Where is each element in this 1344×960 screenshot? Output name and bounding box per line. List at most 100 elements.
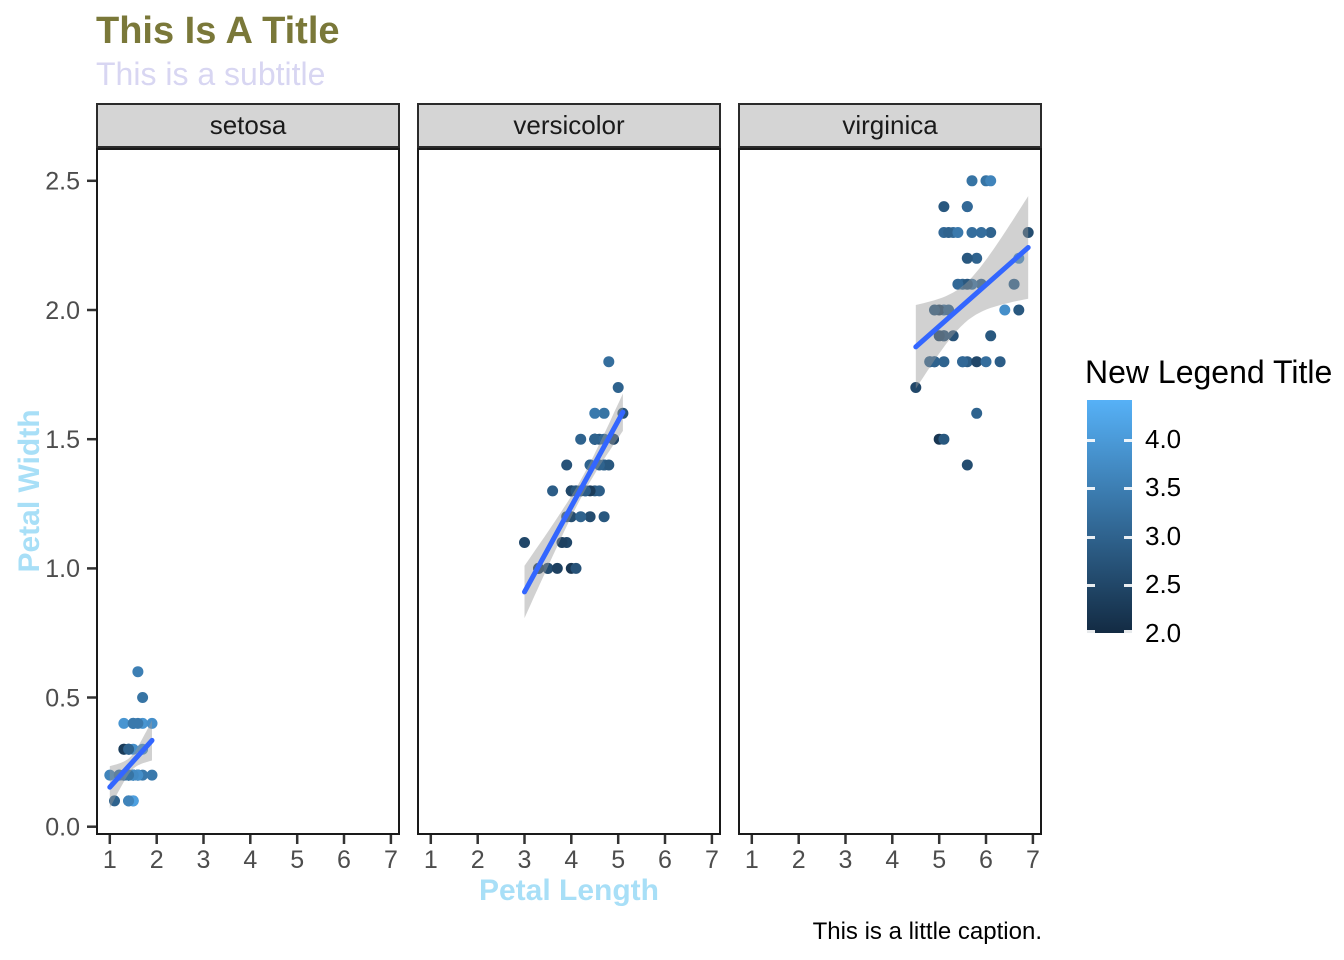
y-tick-label: 0.5 bbox=[45, 684, 80, 712]
data-point bbox=[952, 278, 964, 290]
x-tick-label: 2 bbox=[792, 846, 806, 874]
x-tick-label: 3 bbox=[197, 846, 211, 874]
data-point bbox=[109, 795, 120, 807]
data-point bbox=[589, 433, 601, 445]
confidence-band bbox=[915, 196, 1029, 389]
data-point bbox=[542, 562, 554, 574]
legend-tick-mark bbox=[1124, 535, 1132, 539]
x-tick-label: 6 bbox=[979, 846, 993, 874]
facet-versicolor: versicolor 1 2 3 4 5 6 7 bbox=[417, 103, 721, 883]
x-tick-label: 1 bbox=[103, 846, 117, 874]
facet-strip-setosa: setosa bbox=[96, 103, 400, 148]
x-tick-label: 5 bbox=[290, 846, 304, 874]
data-point bbox=[575, 511, 587, 523]
data-point bbox=[589, 407, 601, 419]
data-point bbox=[985, 227, 997, 238]
data-point bbox=[519, 537, 530, 548]
data-point bbox=[961, 252, 973, 264]
data-point bbox=[938, 433, 950, 445]
caption: This is a little caption. bbox=[812, 918, 1042, 945]
data-point bbox=[1008, 278, 1020, 290]
data-point bbox=[966, 175, 978, 187]
data-point bbox=[104, 769, 116, 781]
data-point bbox=[146, 717, 158, 729]
data-point bbox=[985, 175, 997, 187]
data-point bbox=[975, 227, 987, 238]
panel-virginica: 1 2 3 4 5 6 7 bbox=[738, 148, 1042, 874]
data-point bbox=[547, 485, 559, 497]
legend-tick-mark bbox=[1124, 438, 1132, 442]
facet-strip-label: setosa bbox=[209, 110, 287, 140]
data-point bbox=[938, 356, 950, 368]
data-point bbox=[971, 356, 983, 368]
x-tick-label: 6 bbox=[337, 846, 351, 874]
y-axis: 0.0 0.5 1.0 1.5 2.0 2.5 bbox=[45, 168, 96, 841]
data-point bbox=[603, 356, 615, 368]
legend-tick-label: 2.5 bbox=[1145, 569, 1182, 600]
legend-tick-mark bbox=[1087, 487, 1095, 491]
panel-setosa: 1 2 3 4 5 6 7 bbox=[96, 148, 400, 874]
data-point bbox=[966, 227, 978, 238]
x-tick-label: 3 bbox=[839, 846, 853, 874]
legend-tick-mark bbox=[1124, 487, 1132, 491]
panel-border bbox=[738, 148, 1042, 835]
legend-tick-label: 3.5 bbox=[1145, 472, 1182, 503]
regression-line bbox=[522, 409, 626, 595]
data-point bbox=[924, 356, 936, 368]
legend-tick-mark bbox=[1124, 630, 1132, 633]
y-tick-label: 2.0 bbox=[45, 297, 80, 325]
y-tick-label: 2.5 bbox=[45, 168, 80, 196]
facet-strip-versicolor: versicolor bbox=[417, 103, 721, 148]
data-point bbox=[910, 382, 922, 393]
x-tick-label: 5 bbox=[611, 846, 625, 874]
data-point bbox=[952, 227, 964, 238]
legend-tick-label: 3.0 bbox=[1145, 520, 1182, 551]
smooth-layer bbox=[522, 393, 626, 619]
x-tick-label: 1 bbox=[745, 846, 759, 874]
panel-border bbox=[96, 148, 400, 835]
x-tick-label: 4 bbox=[885, 846, 899, 874]
data-point bbox=[556, 537, 568, 548]
regression-line bbox=[107, 737, 155, 790]
facet-strip-label: virginica bbox=[842, 110, 938, 140]
data-point bbox=[938, 201, 950, 213]
legend: New Legend Title 4.0 3.5 3.0 2.5 2.0 bbox=[1085, 354, 1335, 648]
x-tick-label: 3 bbox=[518, 846, 532, 874]
data-point bbox=[985, 330, 997, 342]
legend-title: New Legend Title bbox=[1085, 354, 1333, 390]
data-point bbox=[146, 769, 158, 781]
x-tick-label: 2 bbox=[150, 846, 164, 874]
legend-tick-mark bbox=[1087, 630, 1095, 633]
x-tick-label: 7 bbox=[384, 846, 398, 874]
legend-tick-mark bbox=[1087, 535, 1095, 539]
data-point bbox=[575, 433, 587, 445]
legend-colorbar bbox=[1087, 400, 1132, 633]
data-point bbox=[980, 356, 992, 368]
plot-title: This Is A Title bbox=[96, 10, 340, 52]
data-point bbox=[137, 692, 149, 703]
data-point bbox=[961, 278, 973, 290]
data-point bbox=[929, 304, 940, 316]
smooth-layer bbox=[107, 720, 155, 809]
data-point bbox=[1013, 304, 1025, 316]
data-point bbox=[971, 407, 983, 419]
x-tick-label: 4 bbox=[564, 846, 578, 874]
facet-strip-label: versicolor bbox=[513, 110, 625, 140]
data-point bbox=[947, 330, 959, 342]
y-tick-label: 1.0 bbox=[45, 555, 80, 583]
data-point bbox=[127, 717, 139, 729]
facet-virginica: virginica 1 2 3 4 5 6 7 bbox=[738, 103, 1042, 883]
data-point bbox=[1022, 227, 1034, 238]
data-point bbox=[598, 511, 610, 523]
legend-tick-mark bbox=[1124, 584, 1132, 588]
data-point bbox=[132, 666, 144, 678]
x-tick-label: 7 bbox=[705, 846, 719, 874]
panel-background bbox=[97, 149, 399, 834]
legend-tick-label: 4.0 bbox=[1145, 423, 1182, 454]
data-point bbox=[123, 743, 135, 755]
data-point bbox=[961, 201, 973, 213]
data-point bbox=[570, 562, 582, 574]
x-tick-label: 6 bbox=[658, 846, 672, 874]
data-point bbox=[612, 382, 624, 393]
